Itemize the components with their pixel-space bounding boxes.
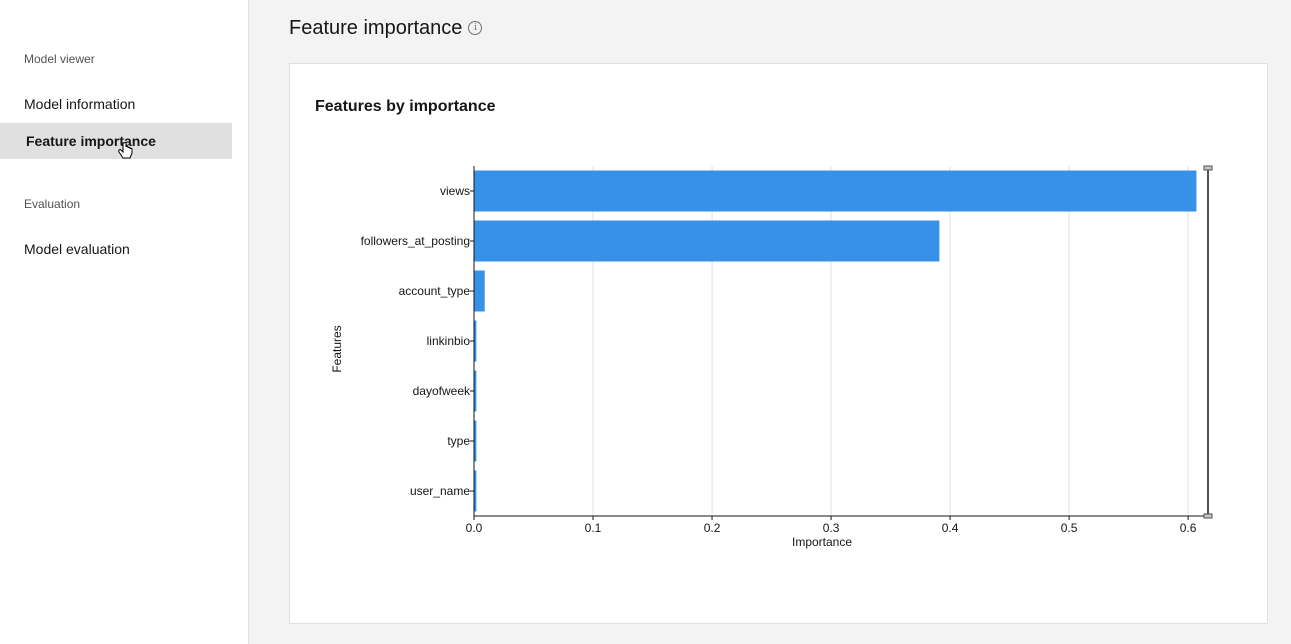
section-label-evaluation: Evaluation [24, 197, 81, 211]
nav-item-feature-importance[interactable]: Feature importance [0, 123, 232, 159]
y-tick-label: views [440, 184, 470, 198]
bar-account_type [474, 270, 485, 312]
x-tick-label: 0.4 [942, 521, 959, 535]
x-tick-label: 0.3 [823, 521, 840, 535]
sidebar: Model viewer Model information Feature i… [0, 0, 249, 644]
feature-importance-chart: 0.0 0.1 0.2 0.3 0.4 0.5 0.6 views followers_at_p… [330, 165, 1213, 549]
range-slider-handle-top [1203, 165, 1213, 171]
y-tick-label: linkinbio [427, 334, 471, 348]
hand-cursor-icon [118, 142, 133, 159]
section-label-model-viewer: Model viewer [24, 52, 95, 66]
chart-card: Features by importance 0.0 0.1 0.2 0.3 0.4 0.… [289, 63, 1268, 624]
bar-linkinbio [474, 320, 477, 362]
x-tick-label: 0.1 [585, 521, 602, 535]
info-icon[interactable]: i [468, 21, 483, 35]
bar-user_name [474, 470, 477, 512]
x-tick-label: 0.0 [466, 521, 483, 535]
bar-dayofweek [474, 370, 477, 412]
card-title: Features by importance [315, 98, 496, 115]
nav-item-model-information[interactable]: Model information [24, 96, 136, 112]
nav-item-model-evaluation[interactable]: Model evaluation [24, 241, 130, 257]
x-tick-label: 0.5 [1061, 521, 1078, 535]
x-tick-label: 0.6 [1180, 521, 1197, 535]
y-tick-label: type [447, 434, 470, 448]
bar-views [474, 170, 1197, 212]
y-tick-label: user_name [410, 484, 470, 498]
x-axis-title: Importance [792, 535, 852, 549]
y-tick-label: account_type [399, 284, 471, 298]
y-axis-title: Features [330, 325, 344, 372]
page-title: Feature importance i [289, 17, 483, 40]
bar-followers_at_posting [474, 220, 940, 262]
y-tick-label: dayofweek [413, 384, 471, 398]
y-tick-label: followers_at_posting [361, 234, 470, 248]
x-tick-label: 0.2 [704, 521, 721, 535]
range-slider-handle-bottom [1203, 513, 1213, 519]
bar-type [474, 420, 477, 462]
